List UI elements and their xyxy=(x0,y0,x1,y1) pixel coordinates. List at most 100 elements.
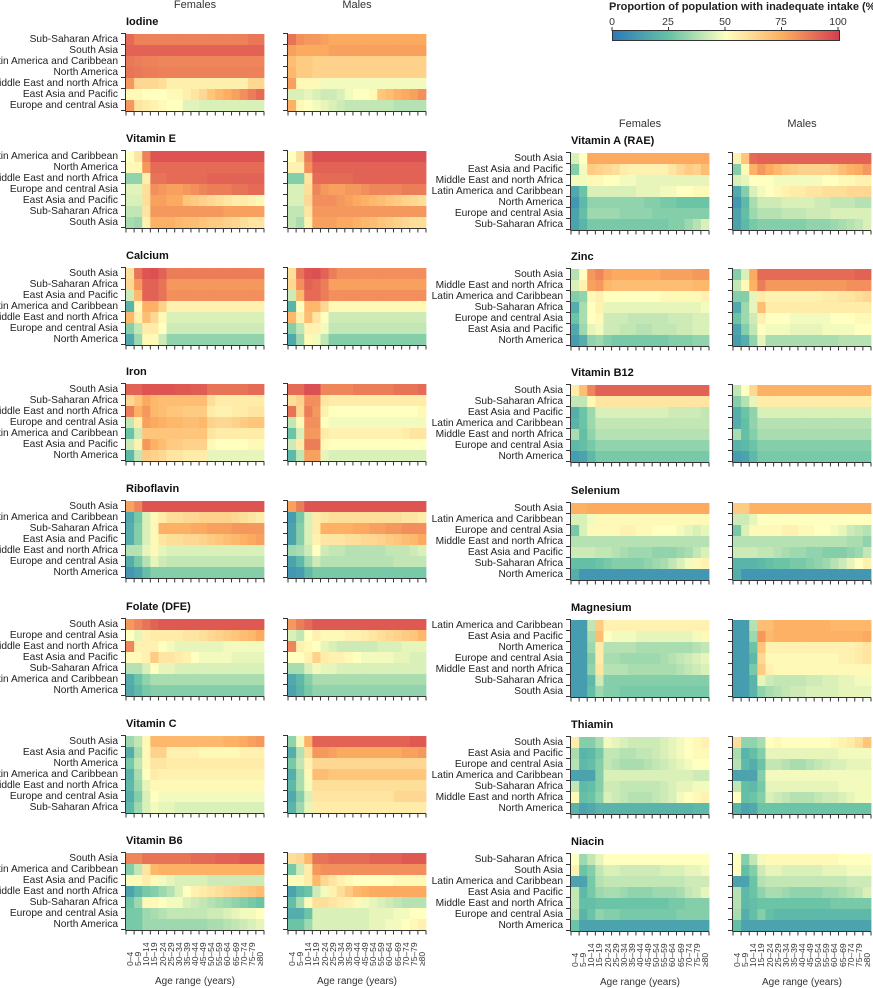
region-label: Sub-Saharan Africa xyxy=(474,302,563,313)
heatmap-cell xyxy=(595,407,604,419)
heatmap-cell xyxy=(652,631,661,643)
heatmap-cell xyxy=(158,34,167,46)
heatmap-cell xyxy=(166,758,176,770)
heatmap-cell xyxy=(571,186,580,198)
heatmap-cell xyxy=(660,418,669,430)
heatmap-cell xyxy=(328,301,338,313)
heatmap-cell xyxy=(361,428,370,440)
heatmap-cell xyxy=(814,631,823,643)
heatmap-cell xyxy=(255,512,265,524)
heatmap-cell xyxy=(652,686,661,698)
heatmap-cell xyxy=(652,302,661,314)
heatmap-cell xyxy=(150,545,159,557)
heatmap-cell xyxy=(158,908,167,920)
heatmap-cell xyxy=(215,217,224,229)
heatmap-cell xyxy=(296,853,305,865)
heatmap-cell xyxy=(190,268,200,280)
heatmap-cell xyxy=(361,512,370,524)
heatmap-cell xyxy=(611,770,621,782)
heatmap-cell xyxy=(231,34,241,46)
heatmap-cell xyxy=(239,173,249,185)
heatmap-cell xyxy=(806,865,815,877)
heatmap-cell xyxy=(797,324,807,336)
heatmap-cell xyxy=(635,536,645,548)
heatmap-cell xyxy=(296,301,305,313)
heatmap-cell xyxy=(304,312,313,324)
heatmap-cell xyxy=(255,875,265,887)
heatmap-cell xyxy=(765,153,774,165)
heatmap-cell xyxy=(660,313,669,325)
heatmap-cell xyxy=(603,280,612,292)
heatmap-cell xyxy=(385,323,394,335)
heatmap-cell xyxy=(854,407,864,419)
heatmap-cell xyxy=(814,887,823,899)
region-label: East Asia and Pacific xyxy=(22,534,118,545)
heatmap-cell xyxy=(806,748,815,760)
heatmap-cell xyxy=(352,747,362,759)
heatmap-cell xyxy=(369,100,378,112)
heatmap-cell xyxy=(336,279,346,291)
heatmap-cell xyxy=(668,748,677,760)
heatmap-cell xyxy=(150,395,159,407)
heatmap-cell xyxy=(741,686,750,698)
heatmap-cell xyxy=(158,323,167,335)
heatmap-cell xyxy=(231,897,241,909)
heatmap-cell xyxy=(377,501,386,513)
heatmap-cell xyxy=(134,802,143,814)
heatmap-cell xyxy=(741,770,750,782)
heatmap-cell xyxy=(247,853,257,865)
heatmap-cell xyxy=(838,854,848,866)
heatmap-cell xyxy=(393,652,403,664)
heatmap-cell xyxy=(822,407,831,419)
heatmap-cell xyxy=(749,514,758,526)
heatmap-cell xyxy=(660,197,669,209)
heatmap-cell xyxy=(806,153,815,165)
heatmap-cell xyxy=(846,335,856,347)
heatmap-cell xyxy=(239,567,249,579)
heatmap-cell xyxy=(126,791,135,803)
heatmap-cell xyxy=(328,886,338,898)
heatmap-cell xyxy=(158,450,167,462)
heatmap-cell xyxy=(619,920,629,932)
heatmap-cell xyxy=(797,759,807,771)
heatmap-cell xyxy=(781,175,791,187)
heatmap-cell xyxy=(757,385,766,397)
heatmap-cell xyxy=(781,153,791,165)
heatmap-cell xyxy=(255,206,265,218)
heatmap-cell xyxy=(158,758,167,770)
heatmap-cell xyxy=(789,503,799,515)
heatmap-cell xyxy=(644,197,653,209)
heatmap-cell xyxy=(239,323,249,335)
heatmap-cell xyxy=(652,558,661,570)
heatmap-cell xyxy=(579,269,588,281)
heatmap-cell xyxy=(635,675,645,687)
heatmap-cell xyxy=(797,653,807,665)
heatmap-cell xyxy=(644,385,653,397)
heatmap-cell xyxy=(579,153,588,165)
heatmap-cell xyxy=(296,323,305,335)
heatmap-cell xyxy=(377,534,386,546)
heatmap-cell xyxy=(150,290,159,302)
heatmap-cell xyxy=(174,45,184,57)
heatmap-cell xyxy=(571,909,580,921)
heatmap-cell xyxy=(579,302,588,314)
heatmap-cell xyxy=(255,908,265,920)
heatmap-cell xyxy=(587,164,596,176)
heatmap-cell xyxy=(255,747,265,759)
heatmap-cell xyxy=(401,556,411,568)
heatmap-cell xyxy=(789,558,799,570)
heatmap-cell xyxy=(207,206,216,218)
heatmap-cell xyxy=(700,865,710,877)
heatmap-cell xyxy=(797,876,807,888)
heatmap-cell xyxy=(190,151,200,163)
heatmap-cell xyxy=(789,418,799,430)
region-label: North America xyxy=(498,569,563,580)
heatmap-cell xyxy=(830,396,839,408)
heatmap-cell xyxy=(757,569,766,581)
heatmap-cell xyxy=(571,920,580,932)
heatmap-cell xyxy=(215,184,224,196)
heatmap-cell xyxy=(741,525,750,537)
heatmap-cell xyxy=(635,503,645,515)
heatmap-cell xyxy=(312,217,321,229)
heatmap-cell xyxy=(174,334,184,346)
